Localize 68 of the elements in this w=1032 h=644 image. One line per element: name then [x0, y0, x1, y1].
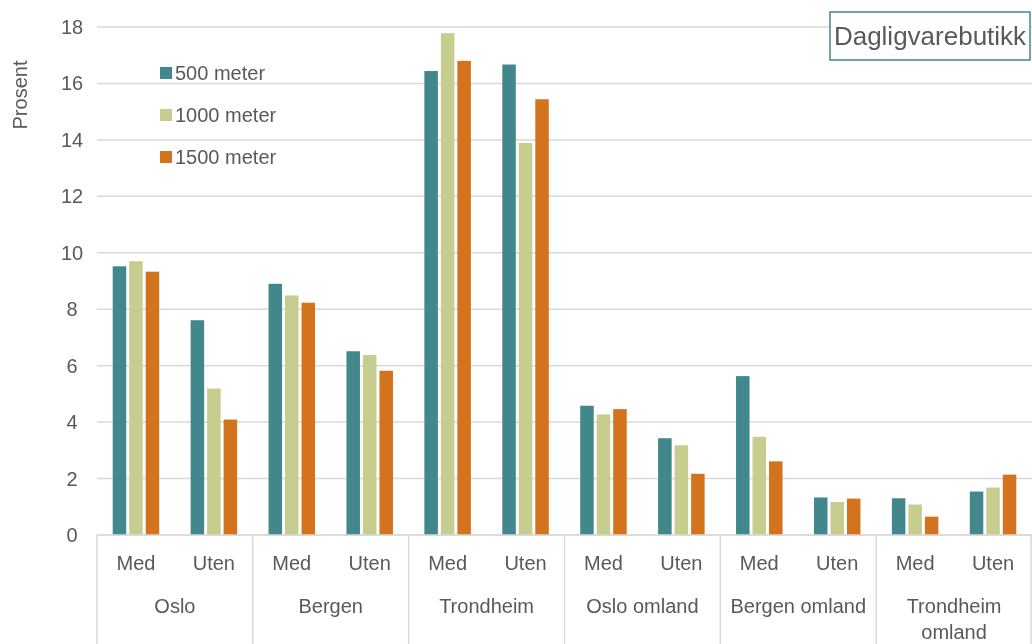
legend-label: 1500 meter — [175, 146, 277, 168]
chart-title: Dagligvarebutikk — [833, 21, 1028, 52]
bar — [285, 295, 299, 535]
x-tick-label: Med — [739, 552, 779, 574]
bar — [736, 376, 750, 535]
y-tick-label: 18 — [60, 16, 84, 38]
bar — [813, 497, 828, 535]
bar — [424, 71, 438, 535]
bar — [830, 501, 844, 535]
bar — [518, 142, 533, 535]
bar — [752, 436, 767, 535]
bar — [658, 438, 672, 535]
bar — [580, 405, 594, 535]
bar — [769, 461, 783, 535]
x-tick-label: Uten — [192, 552, 235, 574]
y-axis-title: Prosent — [9, 60, 31, 130]
y-tick-label: 2 — [66, 467, 78, 490]
y-tick-label: 0 — [66, 524, 78, 546]
text: Bergen omland — [730, 595, 867, 617]
text: Oslo omland — [586, 595, 699, 617]
bar — [502, 64, 516, 535]
bar — [223, 419, 238, 535]
y-tick-label: 12 — [60, 185, 84, 208]
bar — [908, 504, 922, 535]
bar — [362, 354, 377, 535]
y-tick-label: 4 — [66, 411, 78, 434]
bar — [457, 60, 471, 535]
bar — [969, 491, 984, 535]
bar — [440, 33, 455, 535]
bar — [846, 498, 861, 535]
bar — [346, 351, 360, 535]
x-tick-label: Uten — [816, 552, 859, 574]
legend-label: 500 meter — [175, 62, 266, 84]
x-tick-label: Uten — [348, 552, 391, 574]
x-tick-label: Med — [116, 552, 156, 574]
legend-label: 1000 meter — [175, 104, 277, 126]
x-tick-label: Uten — [660, 552, 703, 574]
bar — [613, 409, 627, 535]
bar — [112, 266, 127, 535]
bar — [268, 283, 283, 535]
text: Oslo — [154, 595, 196, 617]
x-tick-label: Med — [272, 552, 312, 574]
y-tick-label: 8 — [66, 298, 78, 321]
y-tick-label: 14 — [60, 128, 84, 151]
y-tick-label: 6 — [66, 354, 78, 377]
bar — [207, 388, 221, 535]
bar — [129, 261, 143, 535]
x-tick-label: Uten — [504, 552, 547, 574]
x-tick-label: Med — [428, 552, 468, 574]
bar — [674, 445, 689, 535]
bar — [986, 487, 1000, 535]
bar — [596, 414, 611, 535]
text: Trondheim — [439, 595, 535, 617]
text: Trondheim omland — [906, 595, 1002, 643]
bar — [301, 302, 316, 535]
bar — [379, 370, 393, 535]
y-tick-label: 10 — [60, 241, 84, 264]
bar — [691, 473, 705, 535]
bar — [535, 99, 549, 535]
x-tick-label: Med — [584, 552, 623, 574]
x-tick-label: Med — [895, 552, 935, 574]
bar — [891, 498, 906, 535]
x-tick-label: Uten — [971, 552, 1015, 574]
text: Bergen — [298, 595, 363, 617]
bar — [190, 320, 205, 535]
bar — [145, 271, 160, 535]
bar — [1002, 474, 1017, 535]
y-tick-label: 16 — [60, 72, 84, 95]
